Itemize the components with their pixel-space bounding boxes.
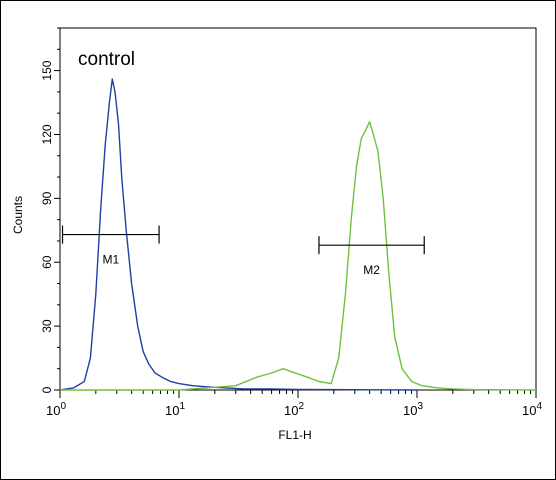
plot-border: [59, 27, 537, 391]
x-axis: 100 101 102 103 104: [46, 390, 542, 418]
marker-m2-label: M2: [363, 263, 380, 277]
x-tick-exponent: 2: [298, 401, 304, 412]
series-layer: [59, 78, 537, 391]
x-axis-label: FL1-H: [278, 428, 311, 442]
x-tick-base: 10: [522, 403, 536, 418]
x-tick-exponent: 3: [417, 401, 423, 412]
y-tick-label: 150: [40, 60, 54, 80]
x-tick-label: 104: [522, 401, 542, 418]
x-tick-label: 102: [284, 401, 304, 418]
y-tick-label: 120: [40, 124, 54, 144]
y-tick-label: 60: [40, 255, 54, 269]
y-axis: 0 30 60 90 120 150: [40, 27, 60, 393]
x-tick-exponent: 0: [60, 401, 66, 412]
x-tick-exponent: 1: [179, 401, 185, 412]
y-axis-label: Counts: [11, 196, 25, 234]
y-tick-label: 90: [40, 191, 54, 205]
marker-m1-label: M1: [102, 253, 119, 267]
chart-annotation: control: [78, 49, 135, 70]
y-tick-label: 30: [40, 319, 54, 333]
x-tick-base: 10: [46, 403, 60, 418]
x-tick-exponent: 4: [536, 401, 542, 412]
x-tick-base: 10: [284, 403, 298, 418]
x-tick-base: 10: [165, 403, 179, 418]
x-tick-base: 10: [403, 403, 417, 418]
y-tick-label: 0: [40, 386, 54, 393]
x-tick-label: 100: [46, 401, 66, 418]
x-tick-label: 101: [165, 401, 185, 418]
plot-area: [59, 27, 537, 391]
series-line-2: [60, 120, 537, 391]
x-tick-label: 103: [403, 401, 423, 418]
marker-layer: M1 M2: [61, 225, 425, 277]
series-line-1: [59, 78, 418, 391]
